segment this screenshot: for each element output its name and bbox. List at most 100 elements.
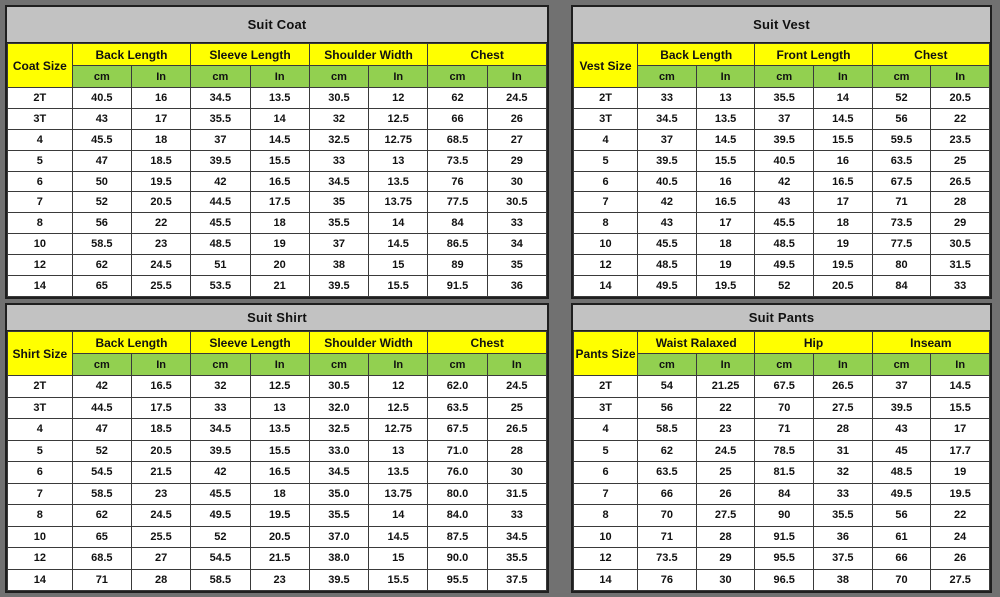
table-row: 6 50 19.5 42 16.5 34.5 13.5 76 30 <box>7 170 548 193</box>
table-row: 8 70 27.5 90 35.5 56 22 <box>572 504 990 527</box>
data-cell: 33 <box>813 482 873 505</box>
data-cell: 25.5 <box>130 525 192 548</box>
data-cell: 33 <box>930 275 990 297</box>
data-cell: 67.5 <box>754 375 815 398</box>
data-cell: 28 <box>130 568 192 591</box>
unit-header: cm <box>637 353 697 376</box>
data-cell: 13.5 <box>249 418 310 441</box>
data-cell: 14.5 <box>249 128 310 151</box>
data-cell: 30 <box>486 461 548 484</box>
data-cell: 56 <box>871 504 932 527</box>
unit-header: cm <box>308 353 370 376</box>
data-cell: 27 <box>130 547 192 570</box>
data-cell: 84 <box>427 212 488 235</box>
size-cell: 8 <box>572 212 639 235</box>
data-cell: 39.5 <box>308 275 370 297</box>
data-cell: 37 <box>190 128 251 151</box>
suit-shirt-table: Suit Shirt Shirt Size Back Length Sleeve L… <box>5 303 549 593</box>
data-cell: 86.5 <box>427 233 488 256</box>
data-cell: 49.5 <box>190 504 251 527</box>
data-cell: 52 <box>71 191 132 214</box>
table-row: 5 62 24.5 78.5 31 45 17.7 <box>572 439 990 462</box>
data-cell: 52 <box>754 275 815 297</box>
data-cell: 19 <box>930 461 990 484</box>
data-cell: 54.5 <box>190 547 251 570</box>
data-cell: 76 <box>637 568 697 591</box>
data-cell: 36 <box>486 275 548 297</box>
table-body-holder: Pants Size Waist Ralaxed Hip Inseam cm In cm In… <box>572 331 991 591</box>
data-cell: 37.5 <box>813 547 873 570</box>
data-cell: 51 <box>190 254 251 277</box>
data-cell: 13.75 <box>368 191 429 214</box>
data-cell: 12.5 <box>368 107 429 130</box>
data-cell: 17.7 <box>930 439 990 462</box>
table-title: Suit Vest <box>573 7 990 43</box>
size-cell: 4 <box>572 418 639 441</box>
data-cell: 14.5 <box>368 233 429 256</box>
data-cell: 12 <box>368 375 429 398</box>
data-cell: 24.5 <box>695 439 756 462</box>
size-cell: 3T <box>572 107 639 130</box>
unit-header: cm <box>871 353 932 376</box>
table-row: 8 56 22 45.5 18 35.5 14 84 33 <box>7 212 548 235</box>
data-cell: 38 <box>813 568 873 591</box>
table-row: 12 73.5 29 95.5 37.5 66 26 <box>572 547 990 570</box>
size-cell: 5 <box>572 439 639 462</box>
table-row: 10 71 28 91.5 36 61 24 <box>572 525 990 548</box>
unit-header: In <box>368 65 429 88</box>
data-cell: 14 <box>368 212 429 235</box>
data-cell: 23 <box>695 418 756 441</box>
data-cell: 14.5 <box>813 107 873 130</box>
data-cell: 62 <box>637 439 697 462</box>
data-cell: 23.5 <box>930 128 990 151</box>
table-body-holder: Shirt Size Back Length Sleeve Length Should… <box>7 331 548 591</box>
column-group-header: Chest <box>427 331 547 354</box>
size-cell: 12 <box>572 254 639 277</box>
table-row: 6 63.5 25 81.5 32 48.5 19 <box>572 461 990 484</box>
data-cell: 16.5 <box>249 170 310 193</box>
data-cell: 73.5 <box>427 149 488 172</box>
data-cell: 24.5 <box>130 254 192 277</box>
data-cell: 23 <box>130 482 192 505</box>
data-cell: 38.0 <box>308 547 370 570</box>
data-cell: 62 <box>71 254 132 277</box>
data-cell: 34.5 <box>486 525 548 548</box>
data-cell: 58.5 <box>190 568 251 591</box>
data-cell: 26.5 <box>930 170 990 193</box>
data-cell: 20 <box>249 254 310 277</box>
data-cell: 44.5 <box>71 396 132 419</box>
data-cell: 18 <box>249 212 310 235</box>
size-cell: 7 <box>7 191 73 214</box>
data-cell: 32.5 <box>308 128 370 151</box>
data-cell: 22 <box>930 504 990 527</box>
data-cell: 28 <box>695 525 756 548</box>
data-cell: 30.5 <box>308 87 370 109</box>
table-row: 2T 33 13 35.5 14 52 20.5 <box>572 87 990 109</box>
data-cell: 29 <box>930 212 990 235</box>
data-cell: 24.5 <box>486 87 548 109</box>
data-cell: 62 <box>71 504 132 527</box>
data-cell: 27.5 <box>930 568 990 591</box>
unit-header: In <box>930 65 990 88</box>
data-cell: 48.5 <box>871 461 932 484</box>
data-cell: 48.5 <box>637 254 697 277</box>
data-cell: 25 <box>486 396 548 419</box>
size-column-header: Vest Size <box>572 43 639 88</box>
data-cell: 71.0 <box>427 439 488 462</box>
column-group-header: Inseam <box>871 331 991 354</box>
data-cell: 20.5 <box>130 439 192 462</box>
table-row: 6 40.5 16 42 16.5 67.5 26.5 <box>572 170 990 193</box>
data-cell: 35 <box>308 191 370 214</box>
data-cell: 37 <box>871 375 932 398</box>
data-cell: 22 <box>130 212 192 235</box>
data-cell: 70 <box>637 504 697 527</box>
size-cell: 12 <box>7 254 73 277</box>
size-cell: 7 <box>572 482 639 505</box>
data-cell: 27 <box>486 128 548 151</box>
column-group-header: Back Length <box>637 43 756 66</box>
size-cell: 7 <box>572 191 639 214</box>
data-cell: 66 <box>427 107 488 130</box>
table-row: 3T 43 17 35.5 14 32 12.5 66 26 <box>7 107 548 130</box>
size-cell: 10 <box>7 233 73 256</box>
table-row: 10 65 25.5 52 20.5 37.0 14.5 87.5 34.5 <box>7 525 548 548</box>
